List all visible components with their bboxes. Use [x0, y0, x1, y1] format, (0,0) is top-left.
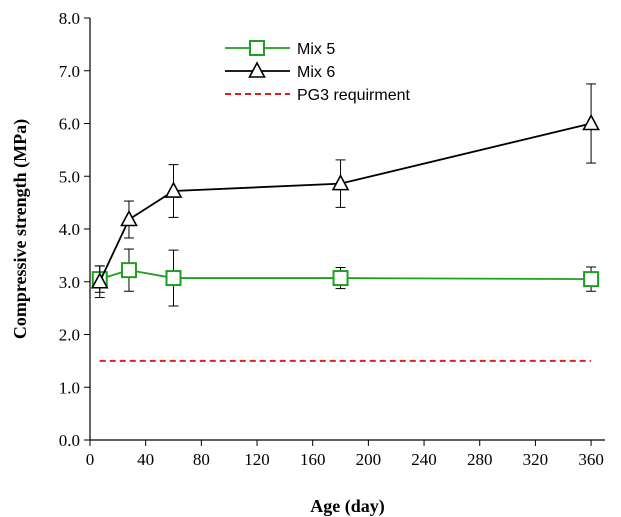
legend-label-mix-5: Mix 5: [297, 41, 335, 58]
data-point-mix-6: [90, 272, 109, 289]
x-tick-label: 360: [578, 450, 604, 469]
legend: Mix 5 Mix 6 PG3 requirment: [225, 40, 410, 104]
x-tick-label: 160: [300, 450, 326, 469]
y-tick-label: 8.0: [59, 9, 80, 28]
x-tick-label: 80: [193, 450, 210, 469]
data-point-mix-6: [331, 173, 350, 191]
data-point-mix-6: [120, 209, 138, 227]
x-tick-label: 120: [244, 450, 270, 469]
x-tick-label: 280: [467, 450, 493, 469]
x-tick-label: 240: [411, 450, 437, 469]
legend-marker-mix-6: [248, 61, 266, 78]
y-tick-label: 3.0: [59, 273, 80, 292]
series-group: [90, 83, 600, 307]
x-tick-label: 0: [86, 450, 95, 469]
data-point-mix-5: [120, 262, 137, 279]
legend-marker-mix-5: [249, 40, 265, 56]
x-tick-label: 40: [137, 450, 154, 469]
y-tick-label: 0.0: [59, 431, 80, 450]
data-point-mix-5: [583, 271, 600, 288]
series-mix-5: [91, 248, 600, 307]
y-axis-title: Compressive strength (MPa): [10, 119, 31, 339]
x-axis-title: Age (day): [310, 496, 385, 517]
axes: 0.0 1.0 2.0 3.0 4.0 5.0 6.0 7.0 8.0 0 40 80 120 160 20…: [59, 9, 605, 469]
legend-label-pg3: PG3 requirment: [297, 87, 410, 104]
y-tick-label: 1.0: [59, 378, 80, 397]
y-tick-label: 7.0: [59, 62, 80, 81]
data-point-mix-5: [165, 270, 182, 287]
legend-label-mix-6: Mix 6: [297, 64, 335, 81]
data-point-mix-5: [332, 270, 349, 287]
y-tick-label: 2.0: [59, 326, 80, 345]
data-point-mix-6: [164, 181, 183, 198]
y-tick-label: 5.0: [59, 167, 80, 186]
data-point-mix-6: [582, 113, 600, 131]
series-mix-6: [90, 83, 600, 299]
x-tick-label: 200: [356, 450, 382, 469]
y-tick-label: 4.0: [59, 220, 80, 239]
y-tick-label: 6.0: [59, 115, 80, 134]
x-tick-label: 320: [523, 450, 549, 469]
